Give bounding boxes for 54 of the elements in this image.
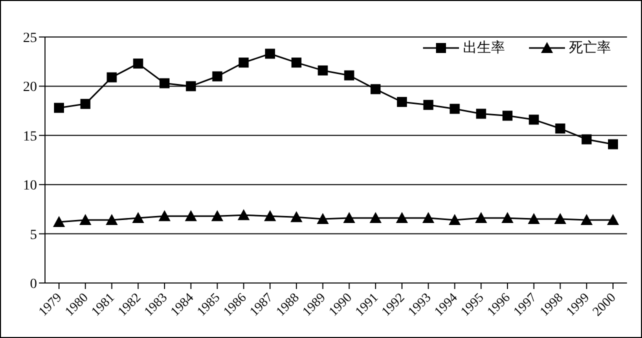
point: [106, 72, 117, 82]
point: [291, 58, 302, 68]
y-tick-label: 15: [23, 129, 37, 144]
point: [450, 104, 460, 114]
point: [238, 58, 249, 68]
point: [422, 212, 434, 224]
point: [79, 214, 92, 226]
x-tick-label: 1991: [352, 290, 381, 319]
point: [158, 210, 171, 222]
point: [343, 212, 356, 224]
point: [133, 58, 144, 69]
point: [184, 210, 197, 222]
point: [132, 212, 144, 224]
point: [238, 209, 250, 220]
point: [580, 214, 593, 226]
point: [582, 134, 592, 144]
point: [608, 139, 618, 150]
point: [476, 108, 486, 119]
point: [423, 100, 434, 110]
point: [501, 212, 514, 224]
point: [186, 81, 196, 92]
point: [502, 110, 512, 121]
point: [106, 214, 118, 226]
point: [528, 114, 539, 125]
point: [318, 65, 328, 76]
point: [290, 211, 302, 222]
point: [80, 98, 90, 109]
x-tick-label: 1981: [88, 290, 118, 319]
y-tick-label: 5: [30, 228, 37, 243]
point: [396, 212, 408, 224]
point: [212, 71, 222, 82]
point: [54, 102, 64, 113]
point: [344, 70, 354, 80]
point: [607, 214, 619, 226]
point: [316, 213, 329, 224]
legend-label: 出生率: [463, 39, 505, 57]
point: [53, 216, 65, 227]
point: [448, 214, 461, 226]
point: [528, 213, 540, 224]
point: [265, 48, 276, 59]
point: [475, 212, 488, 224]
point: [370, 84, 381, 94]
point: [211, 210, 224, 222]
y-tick-label: 0: [30, 276, 37, 292]
point: [396, 96, 407, 107]
point: [554, 213, 566, 224]
legend-label: 死亡率: [569, 39, 611, 57]
point: [160, 78, 170, 88]
y-tick-label: 25: [23, 30, 37, 46]
point: [264, 210, 276, 222]
y-tick-label: 20: [23, 80, 37, 96]
point: [370, 212, 382, 224]
point: [555, 124, 566, 134]
y-tick-label: 10: [23, 178, 37, 194]
